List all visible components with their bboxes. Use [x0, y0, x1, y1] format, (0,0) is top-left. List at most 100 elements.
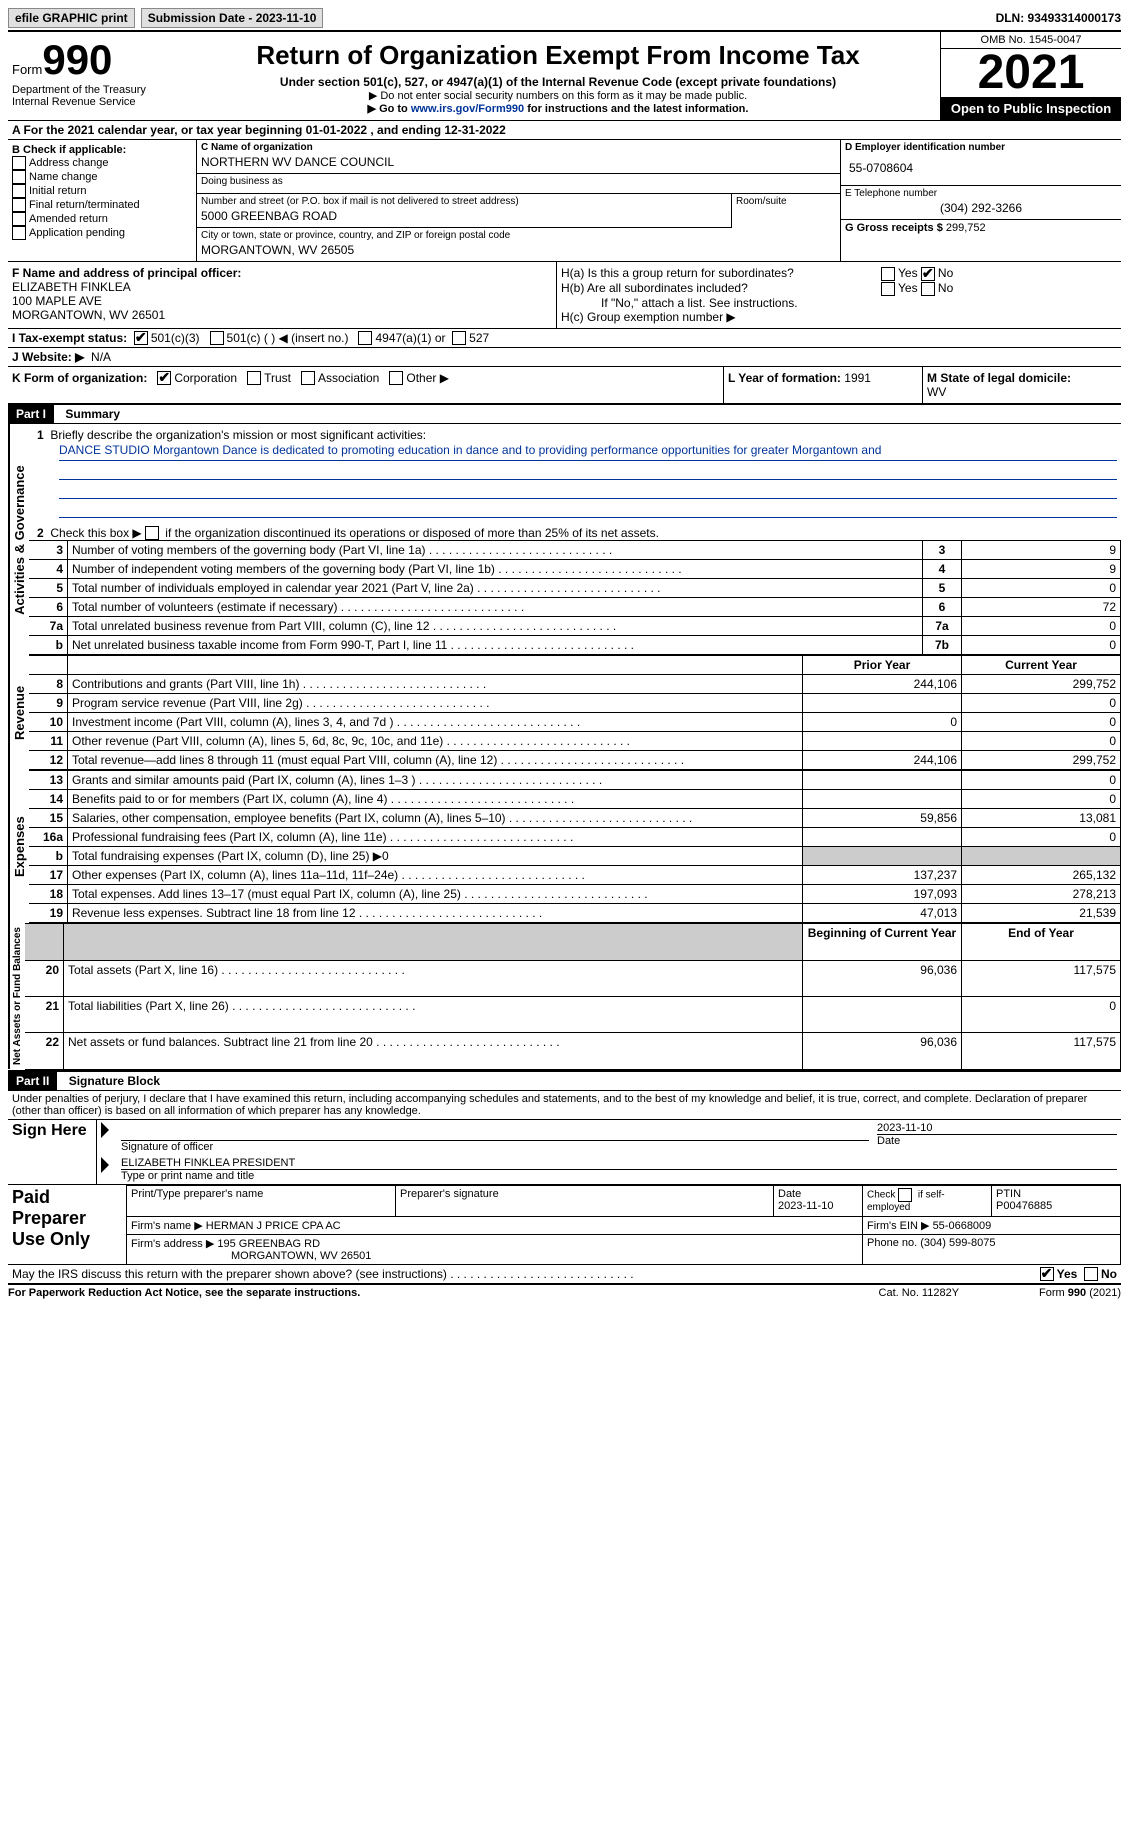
- table-row: 7a Total unrelated business revenue from…: [29, 617, 1121, 636]
- public-inspection: Open to Public Inspection: [941, 97, 1121, 120]
- cb-discuss-no[interactable]: [1084, 1267, 1098, 1281]
- prep-date-label: Date: [778, 1188, 858, 1200]
- firm-addr2: MORGANTOWN, WV 26501: [131, 1250, 371, 1262]
- table-row: 8 Contributions and grants (Part VIII, l…: [29, 675, 1121, 694]
- discuss-label: May the IRS discuss this return with the…: [12, 1267, 1040, 1282]
- yearform-value: 1991: [844, 371, 871, 385]
- hb-note: If "No," attach a list. See instructions…: [561, 296, 1117, 310]
- dln-label: DLN: 93493314000173: [996, 11, 1121, 25]
- org-name: NORTHERN WV DANCE COUNCIL: [201, 153, 836, 171]
- table-row: b Net unrelated business taxable income …: [29, 636, 1121, 655]
- cb-final-return[interactable]: [12, 198, 26, 212]
- table-row: 13 Grants and similar amounts paid (Part…: [29, 771, 1121, 790]
- dba-label: Doing business as: [201, 176, 836, 187]
- cb-ha-yes[interactable]: [881, 267, 895, 281]
- cb-hb-no[interactable]: [921, 282, 935, 296]
- table-row: 20 Total assets (Part X, line 16) 96,036…: [25, 960, 1121, 996]
- table-row: 10 Investment income (Part VIII, column …: [29, 713, 1121, 732]
- side-expenses: Expenses: [8, 770, 29, 923]
- mission-blank-3: [59, 499, 1117, 518]
- dba-value: [201, 187, 836, 191]
- table-row: Prior Year Current Year: [29, 656, 1121, 675]
- firm-addr-label: Firm's address ▶: [131, 1238, 214, 1250]
- cb-discuss-yes[interactable]: [1040, 1267, 1054, 1281]
- note-ssn: ▶ Do not enter social security numbers o…: [180, 89, 936, 102]
- table-row: 15 Salaries, other compensation, employe…: [29, 809, 1121, 828]
- cb-app-pending[interactable]: [12, 226, 26, 240]
- efile-button[interactable]: efile GRAPHIC print: [8, 8, 135, 28]
- gross-value: 299,752: [946, 222, 986, 234]
- table-row: 3 Number of voting members of the govern…: [29, 541, 1121, 560]
- side-revenue: Revenue: [8, 655, 29, 770]
- cb-self-employed[interactable]: [898, 1188, 912, 1202]
- sign-here-label: Sign Here: [8, 1120, 97, 1185]
- side-activities: Activities & Governance: [8, 424, 29, 656]
- table-row: 6 Total number of volunteers (estimate i…: [29, 598, 1121, 617]
- firm-name: HERMAN J PRICE CPA AC: [206, 1220, 341, 1232]
- cb-assoc[interactable]: [301, 371, 315, 385]
- cb-discontinued[interactable]: [145, 526, 159, 540]
- mission-blank-1: [59, 461, 1117, 480]
- cb-address-change[interactable]: [12, 156, 26, 170]
- cb-4947[interactable]: [358, 331, 372, 345]
- cb-name-change[interactable]: [12, 170, 26, 184]
- table-row: 17 Other expenses (Part IX, column (A), …: [29, 866, 1121, 885]
- table-row: b Total fundraising expenses (Part IX, c…: [29, 847, 1121, 866]
- ptin-label: PTIN: [996, 1188, 1116, 1200]
- line2-text: Check this box ▶ if the organization dis…: [50, 526, 659, 540]
- irs-link[interactable]: www.irs.gov/Form990: [411, 103, 524, 115]
- city-label: City or town, state or province, country…: [201, 230, 836, 241]
- part1-header: Part I: [8, 405, 54, 423]
- yearform-label: L Year of formation:: [728, 371, 841, 385]
- cb-501c3[interactable]: [134, 331, 148, 345]
- prep-name-label: Print/Type preparer's name: [131, 1188, 391, 1200]
- mission-blank-2: [59, 480, 1117, 499]
- submission-date-button[interactable]: Submission Date - 2023-11-10: [141, 8, 324, 28]
- cb-501c[interactable]: [210, 331, 224, 345]
- firm-name-label: Firm's name ▶: [131, 1220, 203, 1232]
- cb-trust[interactable]: [247, 371, 261, 385]
- table-row: 18 Total expenses. Add lines 13–17 (must…: [29, 885, 1121, 904]
- typed-name-label: Type or print name and title: [121, 1170, 1117, 1182]
- cb-hb-yes[interactable]: [881, 282, 895, 296]
- table-expenses: 13 Grants and similar amounts paid (Part…: [29, 770, 1121, 923]
- cb-amended[interactable]: [12, 212, 26, 226]
- cb-initial-return[interactable]: [12, 184, 26, 198]
- cb-other[interactable]: [389, 371, 403, 385]
- officer-label: F Name and address of principal officer:: [12, 266, 552, 280]
- table-row: 22 Net assets or fund balances. Subtract…: [25, 1033, 1121, 1069]
- table-row: 14 Benefits paid to or for members (Part…: [29, 790, 1121, 809]
- prep-sig-label: Preparer's signature: [400, 1188, 769, 1200]
- website-label: J Website: ▶: [12, 350, 84, 364]
- tax-status-label: I Tax-exempt status:: [12, 331, 127, 345]
- form-number: Form990: [12, 36, 172, 84]
- formorg-label: K Form of organization:: [12, 371, 147, 385]
- ha-label: H(a) Is this a group return for subordin…: [561, 266, 881, 281]
- part2-header: Part II: [8, 1072, 57, 1090]
- cb-527[interactable]: [452, 331, 466, 345]
- table-activities: 3 Number of voting members of the govern…: [29, 540, 1121, 655]
- officer-addr1: 100 MAPLE AVE: [12, 294, 552, 308]
- line-a-calendar-year: A For the 2021 calendar year, or tax yea…: [8, 121, 1121, 140]
- cat-no: Cat. No. 11282Y: [879, 1287, 960, 1299]
- table-row: 19 Revenue less expenses. Subtract line …: [29, 904, 1121, 923]
- domicile-value: WV: [927, 385, 946, 399]
- table-row: 12 Total revenue—add lines 8 through 11 …: [29, 751, 1121, 770]
- section-b-checkboxes: B Check if applicable: Address change Na…: [8, 140, 197, 261]
- phone-label: E Telephone number: [845, 188, 1117, 199]
- part1-title: Summary: [57, 405, 128, 423]
- dept-treasury: Department of the Treasury: [12, 84, 172, 96]
- prep-date: 2023-11-10: [778, 1200, 858, 1212]
- firm-addr1: 195 GREENBAG RD: [217, 1238, 320, 1250]
- form-title: Return of Organization Exempt From Incom…: [180, 40, 936, 71]
- firm-ein: 55-0668009: [933, 1220, 992, 1232]
- table-row: Beginning of Current Year End of Year: [25, 924, 1121, 960]
- cb-ha-no[interactable]: [921, 267, 935, 281]
- mission-text: DANCE STUDIO Morgantown Dance is dedicat…: [59, 442, 1117, 461]
- sig-date-label: Date: [877, 1135, 1117, 1147]
- gross-label: G Gross receipts $: [845, 222, 943, 234]
- cb-corp[interactable]: [157, 371, 171, 385]
- form-header: Form990 Department of the Treasury Inter…: [8, 32, 1121, 121]
- form-subtitle: Under section 501(c), 527, or 4947(a)(1)…: [180, 75, 936, 89]
- table-row: 21 Total liabilities (Part X, line 26) 0: [25, 996, 1121, 1032]
